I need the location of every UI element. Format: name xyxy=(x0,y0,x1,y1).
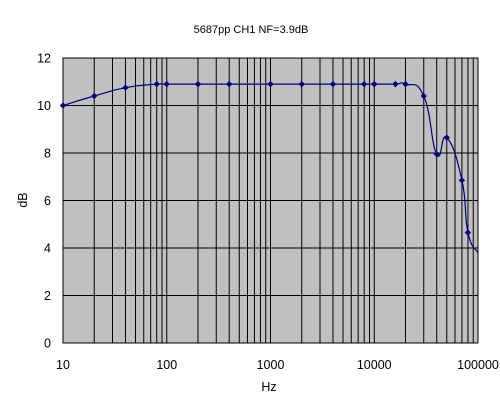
chart-title: 5687pp CH1 NF=3.9dB xyxy=(194,24,309,36)
data-point xyxy=(433,150,440,158)
x-tick-label: 100000 xyxy=(457,358,499,372)
x-tick-label: 10 xyxy=(56,358,70,372)
data-point xyxy=(371,80,378,88)
data-point xyxy=(464,229,472,236)
y-tick-label: 12 xyxy=(37,52,51,66)
data-point xyxy=(443,134,450,141)
data-point xyxy=(298,80,305,88)
y-tick-label: 4 xyxy=(44,242,51,256)
data-point xyxy=(360,80,368,88)
y-tick-label: 0 xyxy=(44,337,51,351)
y-tick-label: 8 xyxy=(44,147,51,161)
y-tick-label: 2 xyxy=(44,289,51,303)
x-axis-label: Hz xyxy=(261,380,276,394)
data-point xyxy=(392,80,399,88)
data-point xyxy=(402,80,409,88)
tick-labels: 0 2 4 6 8 10 12 10 100 1000 10000 100000 xyxy=(37,52,499,373)
data-point xyxy=(163,80,170,88)
data-point xyxy=(226,80,233,88)
data-point xyxy=(420,92,427,100)
y-tick-label: 6 xyxy=(44,194,51,208)
plot-border xyxy=(62,57,479,344)
data-point xyxy=(122,84,129,91)
data-point xyxy=(153,80,160,88)
data-point xyxy=(91,92,98,100)
data-point xyxy=(329,80,337,88)
x-tick-label: 1000 xyxy=(257,358,285,372)
x-tick-label: 100 xyxy=(156,358,177,372)
x-tick-label: 10000 xyxy=(357,358,392,372)
data-point xyxy=(458,177,466,184)
y-axis-label: dB xyxy=(16,192,30,207)
y-tick-label: 10 xyxy=(37,99,51,113)
data-point xyxy=(59,102,67,109)
data-point xyxy=(267,80,274,88)
data-point xyxy=(194,80,202,88)
series-layer xyxy=(59,80,479,254)
grid xyxy=(63,58,478,343)
